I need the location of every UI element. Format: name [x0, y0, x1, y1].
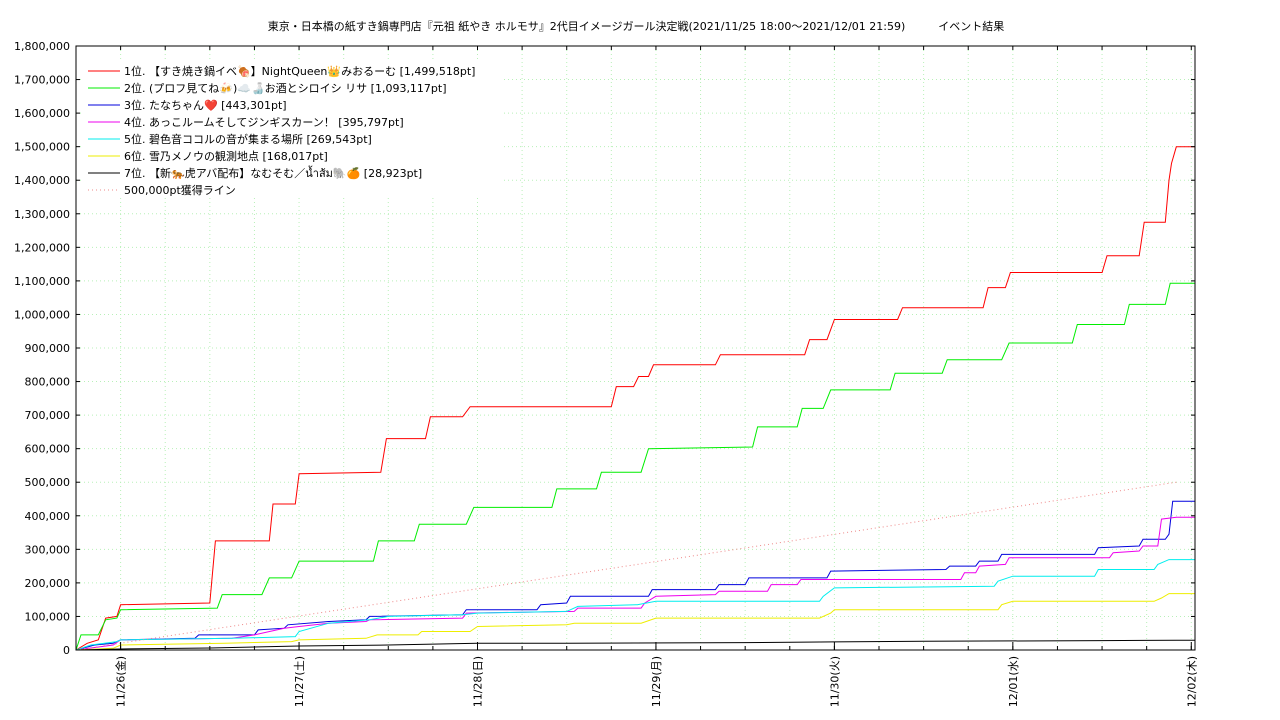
legend-entry: 5位. 碧色音ココルの音が集まる場所 [269,543pt] [124, 132, 372, 146]
legend-entry: 1位. 【すき焼き鍋イベ🍖】NightQueen👑みおるーむ [1,499,51… [124, 64, 475, 79]
series-line-6 [75, 593, 1195, 651]
y-tick-label: 1,500,000 [14, 141, 70, 154]
y-tick-label: 500,000 [25, 476, 71, 489]
series-layer [75, 146, 1195, 651]
legend-entry: 6位. 雪乃メノウの観測地点 [168,017pt] [124, 149, 328, 163]
series-line-8 [75, 481, 1177, 651]
legend: 1位. 【すき焼き鍋イベ🍖】NightQueen👑みおるーむ [1,499,51… [84, 60, 502, 198]
legend-entry: 7位. 【新🐅虎アバ配布】なむそむ／น้ำส้ม🐘🍊 [28,923pt] [124, 165, 422, 180]
y-tick-label: 1,300,000 [14, 208, 70, 221]
series-line-1 [75, 146, 1195, 651]
y-tick-label: 700,000 [25, 409, 71, 422]
y-axis: 0 100,000 200,000 300,000 400,000 500,000 600,… [14, 40, 1195, 657]
y-tick-label: 1,200,000 [14, 241, 70, 254]
y-tick-label: 200,000 [25, 577, 71, 590]
y-tick-label: 1,100,000 [14, 275, 70, 288]
x-tick-label: 12/02(木) [1185, 656, 1198, 707]
y-tick-label: 1,800,000 [14, 40, 70, 53]
series-line-4 [75, 516, 1195, 651]
y-tick-label: 1,700,000 [14, 74, 70, 87]
legend-entry: 3位. たなちゃん❤️ [443,301pt] [124, 98, 287, 112]
x-tick-label: 11/28(日) [472, 656, 485, 707]
y-tick-label: 400,000 [25, 510, 71, 523]
x-tick-label: 11/26(金) [114, 656, 128, 707]
series-line-2 [75, 282, 1195, 651]
legend-box [84, 60, 502, 198]
y-tick-label: 900,000 [25, 342, 71, 355]
y-tick-label: 1,000,000 [14, 308, 70, 321]
x-tick-label: 11/29(月) [650, 656, 663, 707]
x-tick-label: 12/01(水) [1007, 656, 1020, 707]
x-tick-label: 11/30(火) [828, 656, 841, 707]
legend-entry: 2位. (プロフ見てね🍻)☁️🍶お酒とシロイシ リサ [1,093,117pt] [124, 81, 447, 95]
legend-entry: 4位. あっこルームそしてジンギスカーン！ [395,797pt] [124, 115, 404, 129]
series-line-5 [75, 559, 1195, 651]
series-line-3 [75, 500, 1195, 651]
series-line-7 [75, 639, 1195, 651]
x-tick-label: 11/27(土) [293, 656, 306, 707]
y-tick-label: 100,000 [25, 610, 71, 623]
y-tick-label: 0 [63, 644, 70, 657]
y-tick-label: 800,000 [25, 376, 71, 389]
y-tick-label: 1,600,000 [14, 107, 70, 120]
chart-title: 東京・日本橋の紙すき鍋専門店『元祖 紙やき ホルモサ』2代目イメージガール決定戦… [268, 19, 1005, 33]
y-tick-label: 600,000 [25, 443, 71, 456]
y-tick-label: 300,000 [25, 543, 71, 556]
y-tick-label: 1,400,000 [14, 174, 70, 187]
legend-entry: 500,000pt獲得ライン [124, 184, 236, 197]
grid [75, 46, 1195, 650]
x-axis: 11/26(金) 11/27(土) 11/28(日) 11/29(月) 11/30(火)… [75, 46, 1198, 707]
